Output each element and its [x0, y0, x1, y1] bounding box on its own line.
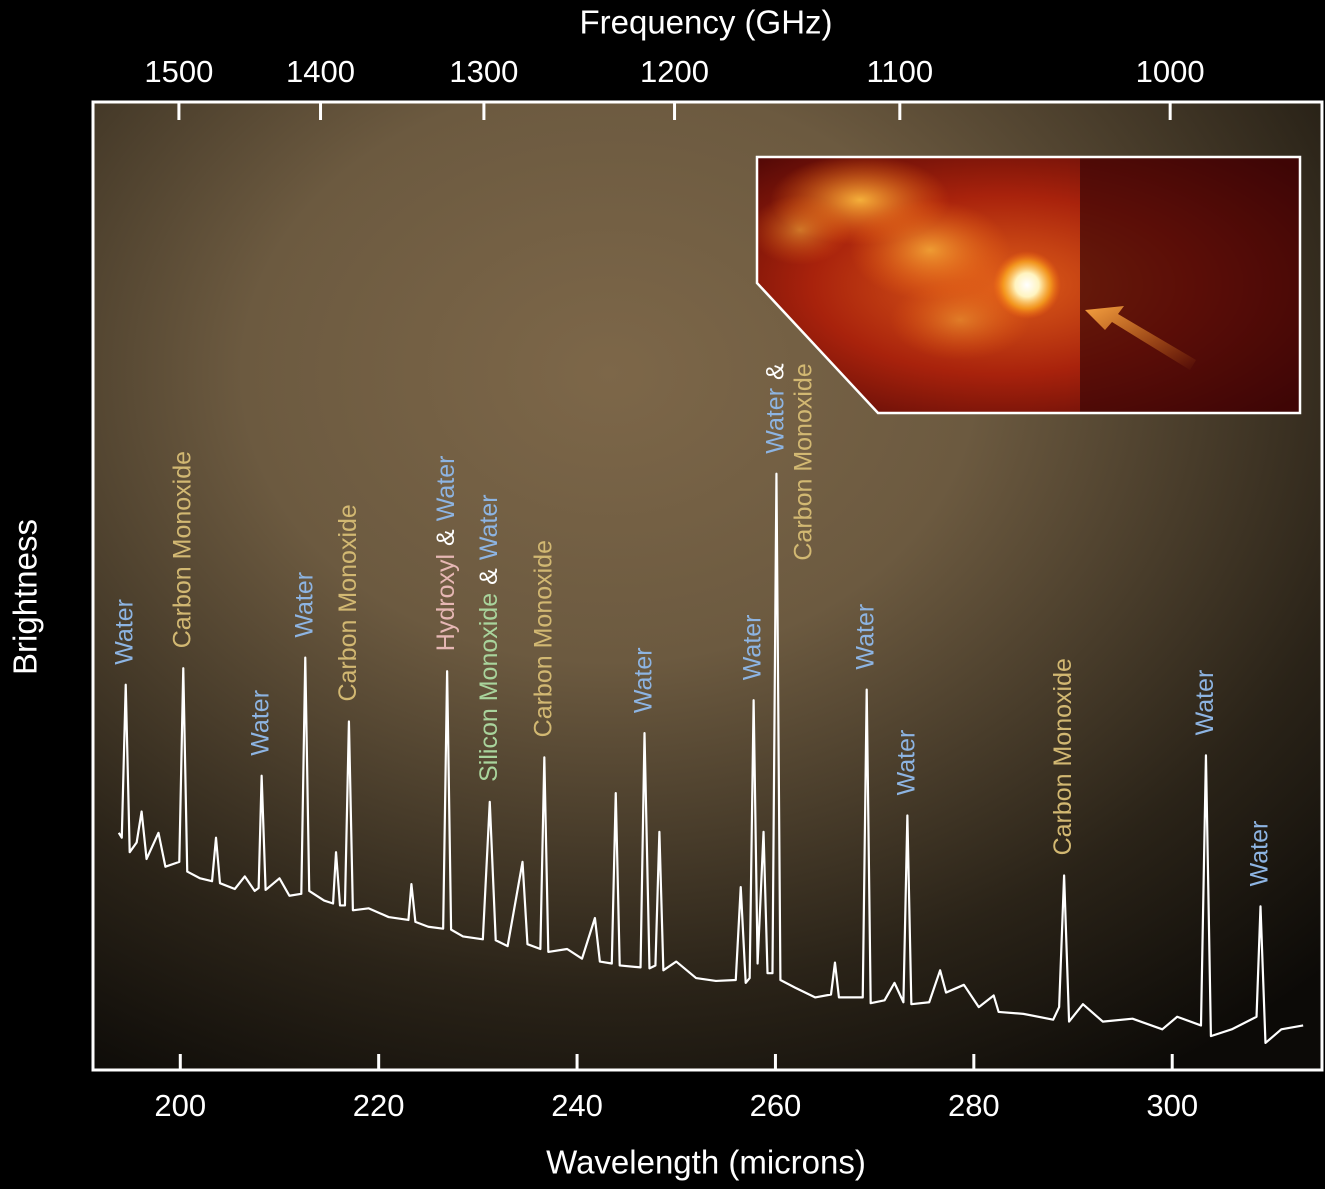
peak-label-part: Carbon Monoxide [1049, 658, 1077, 855]
x2-tick-label: 1400 [286, 54, 355, 89]
peak-label: Water [246, 690, 274, 756]
peak-label-part: Water [629, 647, 657, 713]
peak-label: Water [1191, 670, 1219, 736]
peak-label: Carbon Monoxide [1049, 658, 1077, 855]
x-tick-label: 200 [154, 1088, 206, 1123]
peak-label: Water [290, 572, 318, 638]
peak-label-part: Water [761, 388, 789, 454]
x2-axis-title: Frequency (GHz) [579, 4, 832, 41]
peak-label: Carbon Monoxide [789, 363, 817, 560]
peak-label-part: Water [1245, 821, 1273, 887]
peak-label: Carbon Monoxide [529, 540, 557, 737]
peak-label-part: Hydroxyl [432, 554, 460, 651]
peak-label-part: Carbon Monoxide [168, 451, 196, 648]
x2-tick-label: 1500 [144, 54, 213, 89]
x-axis-title: Wavelength (microns) [546, 1144, 866, 1181]
x-tick-label: 300 [1146, 1088, 1198, 1123]
peak-label-part: & [474, 568, 502, 585]
peak-label: Water & [761, 363, 789, 454]
x2-tick-label: 1100 [866, 54, 933, 89]
x2-tick-label: 1200 [640, 54, 709, 89]
peak-label: Water [110, 599, 138, 665]
peak-label-part: Water [1191, 670, 1219, 736]
x-tick-label: 220 [353, 1088, 405, 1123]
peak-label-part: Carbon Monoxide [529, 540, 557, 737]
peak-label-part: Carbon Monoxide [789, 363, 817, 560]
peak-label: Carbon Monoxide [334, 504, 362, 701]
peak-label: Water [892, 730, 920, 796]
peak-label-part: & [432, 529, 460, 546]
peak-label: Water [738, 614, 766, 680]
peak-label: Water [851, 604, 879, 670]
peak-label: Hydroxyl & Water [432, 455, 460, 651]
peak-label-part: Carbon Monoxide [334, 504, 362, 701]
peak-label-part: Water [738, 614, 766, 680]
peak-label-part: Water [892, 730, 920, 796]
y-axis-title: Brightness [7, 519, 44, 675]
peak-label: Silicon Monoxide & Water [474, 494, 502, 781]
x2-tick-label: 1300 [449, 54, 518, 89]
peak-label-part: Silicon Monoxide [474, 593, 502, 782]
x-tick-label: 280 [948, 1088, 1000, 1123]
peak-label-part: Water [432, 455, 460, 521]
peak-label-part: Water [474, 494, 502, 560]
peak-label-part: Water [110, 599, 138, 665]
peak-label: Water [1245, 821, 1273, 887]
x-tick-label: 260 [750, 1088, 802, 1123]
peak-label-part: Water [851, 604, 879, 670]
x-tick-label: 240 [551, 1088, 603, 1123]
spectrum-line [117, 472, 1304, 1044]
peak-label: Water [629, 647, 657, 713]
peak-label-part: Water [246, 690, 274, 756]
peak-label-part: & [761, 363, 789, 380]
x2-tick-label: 1000 [1136, 54, 1205, 89]
peak-label: Carbon Monoxide [168, 451, 196, 648]
peak-label-part: Water [290, 572, 318, 638]
inset-image [755, 155, 1302, 415]
